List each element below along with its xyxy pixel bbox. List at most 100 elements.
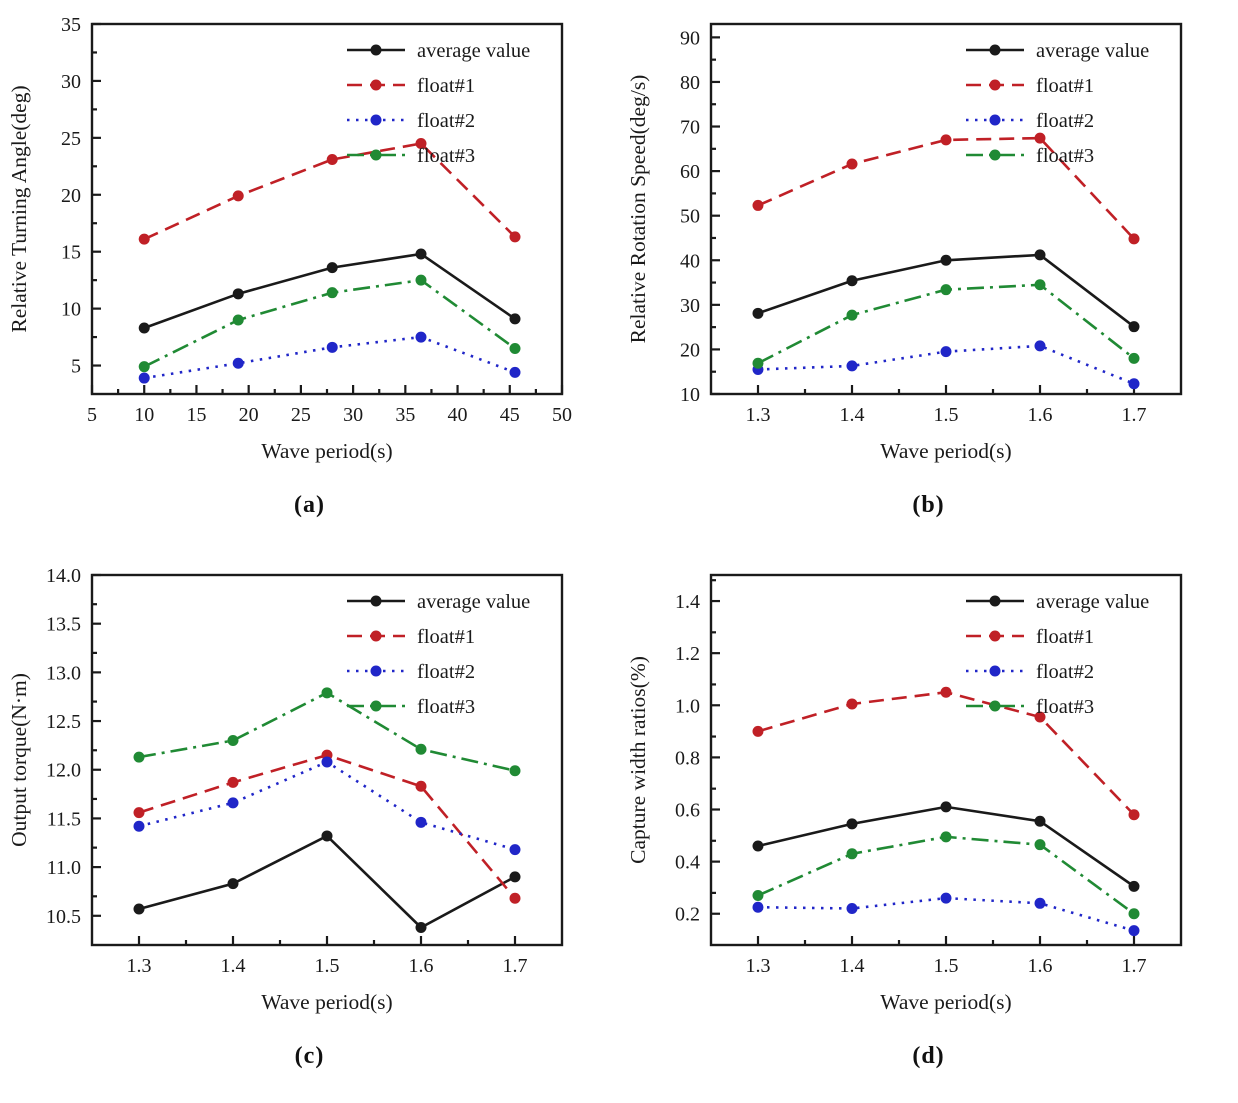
legend-marker: [989, 700, 1001, 712]
data-point-marker: [326, 287, 338, 299]
legend-marker: [989, 630, 1001, 642]
legend-item-float-3: float#3: [347, 145, 475, 167]
legend-item-float-1: float#1: [347, 75, 475, 97]
data-point-marker: [940, 801, 952, 813]
legend-marker: [370, 665, 382, 677]
legend-item-float-1: float#1: [347, 626, 475, 648]
svg-text:1.2: 1.2: [675, 643, 700, 665]
series-float-3: [138, 274, 521, 373]
svg-text:25: 25: [291, 404, 311, 426]
data-point-marker: [1034, 279, 1046, 291]
chart-d: 1.3 1.4 1.5 1.6 1.7 0.2 0.4 0.6 0.8 1.0 1.2 1.4 Wave…: [626, 573, 1183, 1014]
data-point-marker: [1128, 925, 1140, 937]
legend-item-float-2: float#2: [347, 110, 475, 132]
svg-text:35: 35: [395, 404, 415, 426]
svg-text:20: 20: [239, 404, 259, 426]
legend-label: float#1: [417, 626, 475, 648]
x-tick-labels: 1.3 1.4 1.5 1.6 1.7: [127, 955, 528, 977]
data-point-marker: [326, 153, 338, 165]
caption-c: (c): [294, 1043, 325, 1069]
legend-marker: [370, 630, 382, 642]
data-point-marker: [133, 807, 145, 819]
svg-text:45: 45: [500, 404, 520, 426]
legend-label: average value: [1036, 40, 1149, 62]
svg-text:1.4: 1.4: [221, 955, 246, 977]
data-point-marker: [752, 307, 764, 319]
data-point-marker: [415, 743, 427, 755]
data-point-marker: [1034, 132, 1046, 144]
caption-a: (a): [294, 492, 325, 518]
svg-text:30: 30: [61, 71, 81, 93]
data-point-marker: [509, 871, 521, 883]
data-point-marker: [415, 780, 427, 792]
svg-text:0.8: 0.8: [675, 747, 700, 769]
data-point-marker: [752, 889, 764, 901]
data-point-marker: [1128, 908, 1140, 920]
data-point-marker: [133, 903, 145, 915]
data-point-marker: [846, 698, 858, 710]
data-point-marker: [415, 138, 427, 150]
data-point-marker: [232, 190, 244, 202]
svg-text:1.3: 1.3: [746, 404, 771, 426]
legend-label: float#2: [417, 661, 475, 683]
svg-text:1.6: 1.6: [409, 955, 434, 977]
svg-text:1.3: 1.3: [127, 955, 152, 977]
data-point-marker: [232, 288, 244, 300]
svg-text:1.4: 1.4: [840, 404, 865, 426]
data-point-marker: [940, 346, 952, 358]
data-point-marker: [940, 892, 952, 904]
svg-text:12.0: 12.0: [46, 760, 81, 782]
data-point-marker: [509, 765, 521, 777]
data-point-marker: [940, 831, 952, 843]
legend-label: float#1: [417, 75, 475, 97]
legend-marker: [370, 79, 382, 91]
x-tick-labels: 5 10 15 20 25 30 35 40 45 50: [87, 404, 572, 426]
data-point-marker: [138, 372, 150, 384]
svg-text:50: 50: [680, 206, 700, 228]
data-point-marker: [509, 231, 521, 243]
data-point-marker: [321, 830, 333, 842]
svg-text:12.5: 12.5: [46, 711, 81, 733]
svg-text:1.4: 1.4: [840, 955, 865, 977]
data-point-marker: [133, 820, 145, 832]
data-point-marker: [1128, 233, 1140, 245]
legend-item-float-3: float#3: [966, 696, 1094, 718]
series-float-3: [752, 831, 1140, 920]
svg-text:5: 5: [87, 404, 97, 426]
x-axis-label: Wave period(s): [261, 990, 392, 1014]
legend-item-float-1: float#1: [966, 626, 1094, 648]
data-point-marker: [509, 342, 521, 354]
data-point-marker: [227, 735, 239, 747]
svg-text:1.7: 1.7: [503, 955, 528, 977]
y-axis-label: Output torque(N·m): [7, 673, 31, 847]
data-point-marker: [1128, 321, 1140, 333]
svg-text:60: 60: [680, 161, 700, 183]
y-axis-label: Capture width ratios(%): [626, 656, 650, 864]
data-point-marker: [1034, 249, 1046, 261]
x-axis-label: Wave period(s): [261, 439, 392, 463]
svg-text:30: 30: [680, 295, 700, 317]
svg-text:1.3: 1.3: [746, 955, 771, 977]
data-point-marker: [1128, 880, 1140, 892]
data-point-marker: [326, 262, 338, 274]
series-average-value: [138, 248, 521, 334]
legend-item-average-value: average value: [966, 40, 1149, 62]
data-point-marker: [940, 254, 952, 266]
data-point-marker: [846, 848, 858, 860]
data-point-marker: [1034, 897, 1046, 909]
data-point-marker: [321, 756, 333, 768]
legend-label: average value: [417, 40, 530, 62]
legend-item-float-1: float#1: [966, 75, 1094, 97]
data-point-marker: [232, 357, 244, 369]
data-point-marker: [1128, 809, 1140, 821]
svg-text:1.4: 1.4: [675, 591, 700, 613]
legend-label: float#3: [1036, 145, 1094, 167]
y-tick-labels: 10.5 11.0 11.5 12.0 12.5 13.0 13.5 14.0: [46, 565, 81, 928]
svg-text:11.0: 11.0: [47, 857, 81, 879]
series-float-3: [752, 279, 1140, 369]
y-axis-label: Relative Turning Angle(deg): [7, 85, 31, 332]
x-axis-label: Wave period(s): [880, 439, 1011, 463]
data-point-marker: [509, 313, 521, 325]
y-tick-labels: 10 20 30 40 50 60 70 80 90: [680, 27, 700, 406]
